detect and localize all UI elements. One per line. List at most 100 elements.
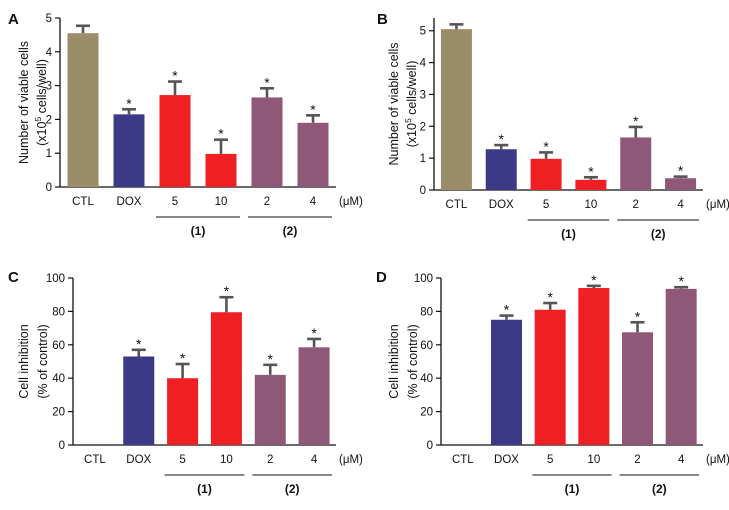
bar-4 [665,288,697,445]
group-label: (2) [652,482,667,496]
significance-star: * [499,131,505,147]
y-tick-label: 5 [46,13,52,25]
group-label: (1) [197,482,212,496]
unit-label: (μM) [339,196,363,208]
bar-dox [123,356,155,445]
y-tick-label: 2 [46,114,52,126]
x-tick-label: CTL [72,196,94,208]
bar-ctl [67,33,99,188]
x-tick-label: 2 [264,196,270,208]
bar-ctl [440,29,472,190]
x-tick-label: DOX [117,196,142,208]
significance-star: * [588,163,594,179]
significance-star: * [504,302,510,318]
y-axis-title: Cell inhibition [387,324,401,398]
y-tick-label: 80 [52,306,65,318]
bar-10 [210,312,242,445]
panel-label: D [376,269,387,286]
group-label: (1) [191,224,206,238]
y-axis-subtitle: (% of control) [36,324,50,398]
significance-star: * [678,163,684,179]
bar-5 [530,158,562,190]
significance-star: * [543,138,549,154]
group-label: (1) [561,227,576,241]
y-tick-label: 100 [414,273,433,285]
y-axis-title: Number of viable cells [387,43,401,166]
y-tick-label: 60 [420,340,433,352]
y-tick-label: 0 [420,185,426,197]
x-tick-label: CTL [84,454,106,466]
y-tick-label: 40 [420,373,433,385]
x-tick-label: CTL [452,454,474,466]
x-tick-label: 4 [310,196,317,208]
panel-d: D 0 20 40 60 80 100 Cell inhibition (% of contro… [376,269,729,496]
x-tick-label: 10 [585,199,598,211]
panel-a: A 0 1 2 3 4 5 Number of viable cells (x105 cells… [8,11,363,238]
unit-label: (μM) [706,454,729,466]
significance-star: * [310,101,316,117]
bar-2 [622,332,653,445]
significance-star: * [633,113,639,129]
panel-b: B 0 1 2 3 4 5 Number of viable cells (x105 cells… [377,11,729,241]
bar-10 [205,153,237,187]
y-tick-label: 5 [420,26,426,38]
unit-label: (μM) [339,454,363,466]
bar-4 [297,122,329,187]
group-label: (2) [283,224,298,238]
significance-star: * [218,126,224,142]
y-tick-label: 2 [420,121,426,133]
significance-star: * [547,289,553,305]
bar-4 [298,347,330,445]
bar-dox [485,149,517,190]
y-tick-label: 3 [420,89,426,101]
y-axis-subtitle: (x105 cells/well) [33,59,49,146]
y-tick-label: 0 [59,440,65,452]
bar-5 [167,378,199,445]
significance-star: * [678,273,684,289]
x-tick-label: 4 [678,454,685,466]
panel-label: A [8,11,19,28]
bar-10 [575,179,607,190]
y-tick-label: 60 [52,340,65,352]
significance-star: * [635,308,641,324]
significance-star: * [268,351,274,367]
x-tick-label: 5 [547,454,553,466]
panel-c: C 0 20 40 60 80 100 Cell inhibition (% of contro… [8,269,363,496]
y-tick-label: 4 [46,47,53,59]
x-tick-label: DOX [494,454,519,466]
y-axis-subtitle: (% of control) [406,324,420,398]
x-tick-label: 10 [220,454,233,466]
x-tick-label: CTL [446,199,468,211]
x-tick-label: 5 [172,196,178,208]
x-tick-label: 10 [587,454,600,466]
y-tick-label: 1 [420,153,426,165]
panel-label: B [377,11,388,28]
x-tick-label: 5 [179,454,185,466]
bar-5 [159,95,191,187]
significance-star: * [224,283,230,299]
y-tick-label: 20 [420,407,433,419]
bar-5 [534,309,566,445]
group-label: (1) [565,482,580,496]
x-tick-label: DOX [489,199,514,211]
significance-star: * [136,336,142,352]
bar-2 [251,97,283,187]
y-tick-label: 80 [420,306,433,318]
group-label: (2) [651,227,666,241]
bar-dox [113,114,145,187]
y-tick-label: 40 [52,373,65,385]
y-tick-label: 100 [46,273,65,285]
bar-dox [491,319,522,445]
y-axis-title: Number of viable cells [17,41,31,164]
group-label: (2) [285,482,300,496]
bar-2 [254,374,286,445]
significance-star: * [311,325,317,341]
panel-label: C [8,269,19,286]
unit-label: (μM) [706,199,729,211]
y-axis-subtitle: (x105 cells/well) [403,61,419,148]
y-tick-label: 4 [420,58,427,70]
significance-star: * [264,74,270,90]
y-tick-label: 1 [46,148,52,160]
x-tick-label: 5 [543,199,549,211]
